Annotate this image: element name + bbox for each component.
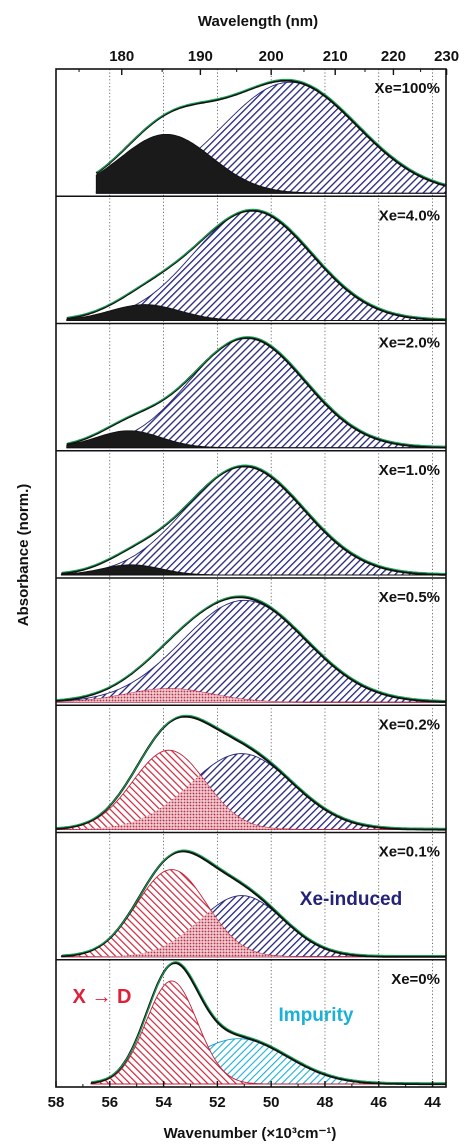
annotation-x-to-d: X → D <box>73 986 132 1008</box>
panel-label: Xe=1.0% <box>379 462 440 479</box>
fit-curve <box>91 961 447 1084</box>
band-black <box>66 304 446 321</box>
measured-spectrum <box>61 465 447 576</box>
panel-5: Xe=0.5% <box>55 589 447 703</box>
panel-label: Xe=0% <box>391 971 440 988</box>
panel-1: Xe=100% <box>95 78 447 194</box>
band-xe <box>66 210 447 321</box>
x-tick-label: 44 <box>424 1094 441 1111</box>
x2-tick-label: 190 <box>188 48 213 65</box>
panel-label: Xe=2.0% <box>379 335 440 352</box>
band-xe <box>55 599 447 703</box>
panel-8: Xe=0% <box>90 961 447 1086</box>
fit-curve <box>67 336 447 447</box>
x-tick-label: 50 <box>263 1094 280 1111</box>
band-overlap <box>56 688 446 703</box>
band-black <box>66 430 447 449</box>
measured-spectrum <box>66 336 447 449</box>
x-tick-label: 58 <box>48 1094 65 1111</box>
fit-curve <box>96 78 447 186</box>
axes: 58 56 54 52 50 48 46 44 180 190 200 210 220 230 <box>48 48 459 1111</box>
panel-2: Xe=4.0% <box>66 207 447 322</box>
x2-tick-label: 230 <box>434 48 459 65</box>
x2-tick-label: 220 <box>381 48 406 65</box>
panel-frames <box>55 68 447 1088</box>
x2-tick-label: 200 <box>259 48 284 65</box>
fit-curve <box>56 595 447 702</box>
x2-axis-title: Wavelength (nm) <box>198 13 318 30</box>
panel-label: Xe=0.5% <box>379 589 440 606</box>
x-tick-label: 56 <box>101 1094 118 1111</box>
panel-label: Xe=100% <box>375 80 440 97</box>
band-xe <box>60 465 447 576</box>
x-tick-label: 52 <box>209 1094 226 1111</box>
panel-6: Xe=0.2% <box>55 714 447 831</box>
band-black <box>95 133 447 194</box>
measured-spectrum <box>55 595 446 703</box>
panels: Xe=100% Xe=4.0% Xe=2.0% Xe=1.0% Xe=0.5% Xe=0.… <box>55 78 447 1086</box>
band-black <box>60 564 446 576</box>
x-tick-label: 48 <box>317 1094 334 1111</box>
annotation-xe-induced: Xe-induced <box>300 889 402 910</box>
fit-curve <box>62 464 447 575</box>
y-axis-title: Absorbance (norm.) <box>15 484 32 627</box>
x-tick-label: 54 <box>155 1094 172 1111</box>
panel-4: Xe=1.0% <box>60 462 447 576</box>
fit-curve <box>56 714 447 829</box>
panel-7: Xe=0.1% <box>60 844 447 958</box>
panel-3: Xe=2.0% <box>66 335 447 449</box>
panel-label: Xe=4.0% <box>379 207 440 224</box>
fit-curve <box>67 208 447 320</box>
x-axis-title: Wavenumber (×10³cm⁻¹) <box>164 1125 337 1142</box>
x2-tick-label: 210 <box>323 48 348 65</box>
measured-spectrum <box>66 209 447 322</box>
panel-label: Xe=0.1% <box>379 844 440 861</box>
band-overlap <box>56 775 446 830</box>
x-tick-label: 46 <box>370 1094 387 1111</box>
panel-label: Xe=0.2% <box>379 716 440 733</box>
fit-curve <box>62 849 447 957</box>
x2-tick-label: 180 <box>109 48 134 65</box>
annotation-impurity: Impurity <box>279 1005 354 1026</box>
